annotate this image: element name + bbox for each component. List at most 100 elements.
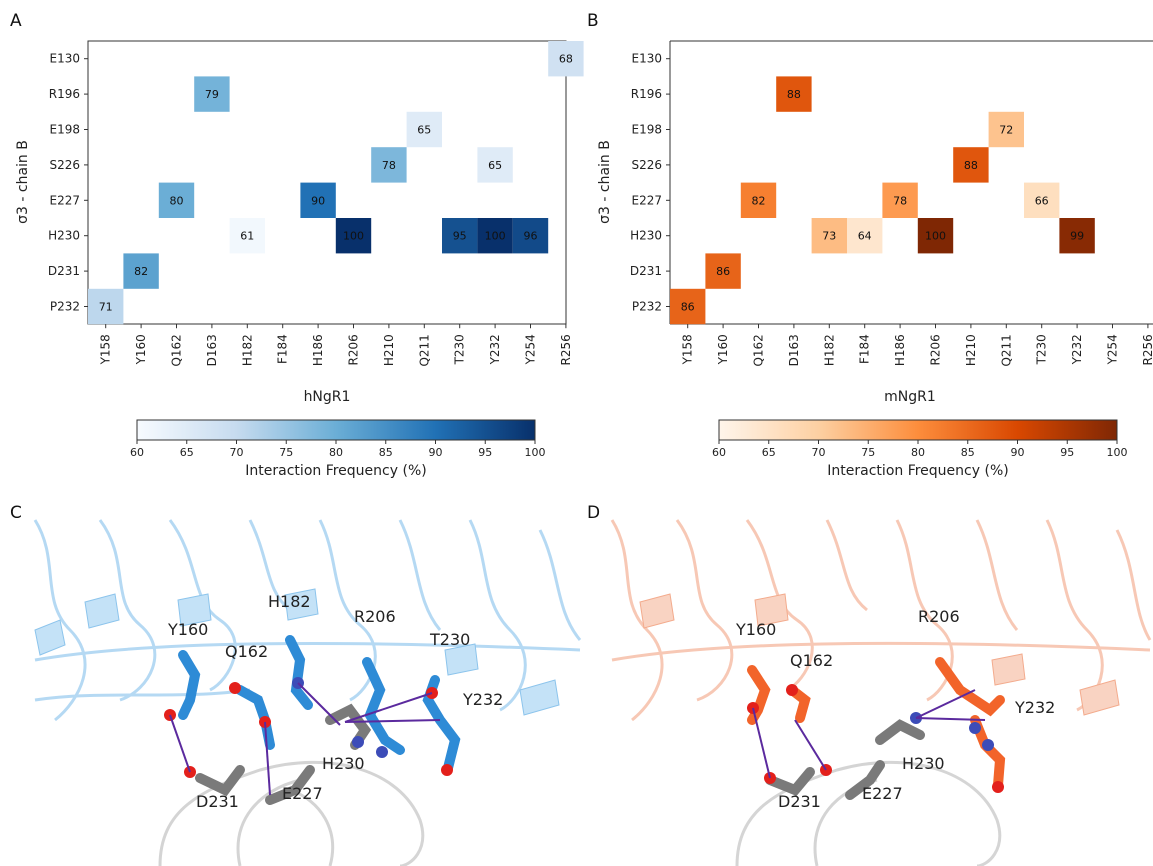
cell-value-label: 82 — [752, 194, 766, 207]
panel-label-c: C — [10, 503, 22, 523]
residue-label: D231 — [778, 792, 821, 811]
y-tick-label: E198 — [50, 123, 81, 137]
structure-mouse: Y160 R206 Q162 Y232 H230 D231 E227 — [610, 519, 1152, 866]
heatmap-cells: 68 79 65 78 65 80 90 61 100 95 100 96 82 71 — [88, 41, 584, 325]
cell-value-label: 66 — [1035, 194, 1049, 207]
x-tick-label: R256 — [559, 334, 573, 365]
y-tick-label: P232 — [50, 300, 80, 314]
cell-value-label: 86 — [681, 301, 695, 314]
cell-value-label: 68 — [559, 53, 573, 66]
cell-value-label: 61 — [240, 230, 254, 243]
colorbar-ticks: 60 65 70 75 80 85 90 95 100 — [712, 440, 1128, 459]
ribbon-helices — [639, 593, 1120, 716]
y-tick-label: P232 — [632, 300, 662, 314]
gray-helix — [158, 760, 425, 866]
x-tick-labels: Y158 Y160 Q162 D163 H182 F184 H186 R206 H210 Q211… — [681, 324, 1153, 367]
cell-value-label: 95 — [453, 230, 467, 243]
cell-value-label: 78 — [382, 159, 396, 172]
y-tick-label: D231 — [630, 264, 662, 278]
y-tick-label: S226 — [631, 158, 662, 172]
residue-label: R206 — [918, 607, 960, 626]
panel-label-a: A — [10, 11, 22, 31]
x-tick-label: Y158 — [99, 334, 113, 365]
heatmap-cell — [1059, 218, 1095, 254]
heatmap-cell — [512, 218, 549, 254]
residue-labels: Y160 R206 Q162 Y232 H230 D231 E227 — [735, 607, 1055, 811]
heatmap-mouse: 88 72 88 82 78 66 73 64 100 99 86 86 E130 R196 E198 S2… — [597, 40, 1153, 405]
x-tick-label: H210 — [964, 334, 978, 366]
cell-value-label: 73 — [822, 230, 836, 243]
contact-lines — [169, 682, 441, 796]
heatmap-cell — [882, 182, 918, 218]
y-tick-label: E227 — [50, 193, 81, 207]
colorbar-gradient — [136, 419, 536, 441]
x-tick-label: F184 — [276, 334, 290, 364]
colorbar-tick-label: 95 — [478, 446, 492, 459]
x-tick-label: Q162 — [752, 334, 766, 366]
heatmap-cell — [847, 218, 883, 254]
x-tick-label: Y232 — [488, 334, 502, 365]
x-tick-label: T230 — [453, 334, 467, 365]
x-tick-label: Y254 — [524, 334, 538, 365]
residue-sticks — [747, 657, 1006, 800]
cell-value-label: 80 — [170, 194, 184, 207]
heatmap-cell — [477, 147, 513, 183]
ribbon-helices — [34, 588, 560, 716]
heatmap-cell — [477, 218, 513, 254]
colorbar-tick-label: 75 — [861, 446, 875, 459]
x-tick-label: Y232 — [1070, 334, 1084, 365]
colorbar-tick-label: 85 — [379, 446, 393, 459]
heatmap-cell — [548, 41, 584, 77]
x-tick-label: D163 — [787, 334, 801, 366]
y-tick-label: H230 — [48, 229, 80, 243]
cell-value-label: 88 — [964, 159, 978, 172]
colorbar-tick-label: 100 — [1107, 446, 1128, 459]
residue-label: E227 — [282, 784, 323, 803]
y-tick-label: D231 — [48, 264, 80, 278]
residue-label: Y160 — [735, 620, 776, 639]
colorbar-ticks: 60 65 70 75 80 85 90 95 100 — [130, 440, 546, 459]
colorbar-gradient — [718, 419, 1118, 441]
cell-value-label: 79 — [205, 88, 219, 101]
residue-labels: Y160 H182 R206 Q162 T230 Y232 H230 D231 E227 — [167, 592, 503, 811]
cell-value-label: 82 — [134, 265, 148, 278]
x-tick-label: H210 — [382, 334, 396, 366]
colorbar-human: 60 65 70 75 80 85 90 95 100 Interaction Frequenc… — [130, 419, 546, 479]
cell-value-label: 65 — [488, 159, 502, 172]
residue-label: Y232 — [1014, 698, 1055, 717]
panel-label-b: B — [587, 11, 599, 31]
heatmap-cell — [442, 218, 478, 254]
x-tick-label: Q211 — [999, 334, 1013, 366]
heatmap-cell — [194, 76, 230, 112]
x-axis-title: hNgR1 — [304, 389, 351, 405]
x-axis-title: mNgR1 — [884, 389, 936, 405]
heatmap-cells: 88 72 88 82 78 66 73 64 100 99 86 86 — [670, 76, 1095, 325]
colorbar-tick-label: 65 — [762, 446, 776, 459]
x-tick-label: H182 — [240, 334, 254, 366]
colorbar-tick-label: 80 — [911, 446, 925, 459]
heatmap-cell — [371, 147, 407, 183]
residue-label: Y160 — [167, 620, 208, 639]
colorbar-tick-label: 75 — [279, 446, 293, 459]
y-tick-label: E130 — [50, 52, 81, 66]
contact-lines — [752, 689, 986, 779]
colorbar-tick-label: 60 — [130, 446, 144, 459]
heatmap-cell — [406, 111, 442, 148]
cell-value-label: 86 — [716, 265, 730, 278]
y-tick-label: H230 — [630, 229, 662, 243]
ribbon-backbone — [610, 519, 1152, 722]
atom-dots — [747, 684, 1004, 793]
residue-label: Q162 — [225, 642, 268, 661]
residue-label: E227 — [862, 784, 903, 803]
heatmap-cell — [123, 253, 159, 289]
heatmap-cell — [776, 76, 812, 112]
cell-value-label: 100 — [485, 230, 506, 243]
cell-value-label: 88 — [787, 88, 801, 101]
x-tick-label: H186 — [311, 334, 325, 366]
heatmap-cell — [670, 288, 706, 325]
cell-value-label: 99 — [1070, 230, 1084, 243]
colorbar-tick-label: 90 — [1011, 446, 1025, 459]
colorbar-label: Interaction Frequency (%) — [827, 463, 1008, 479]
heatmap-cell — [229, 218, 265, 254]
colorbar-tick-label: 70 — [230, 446, 244, 459]
